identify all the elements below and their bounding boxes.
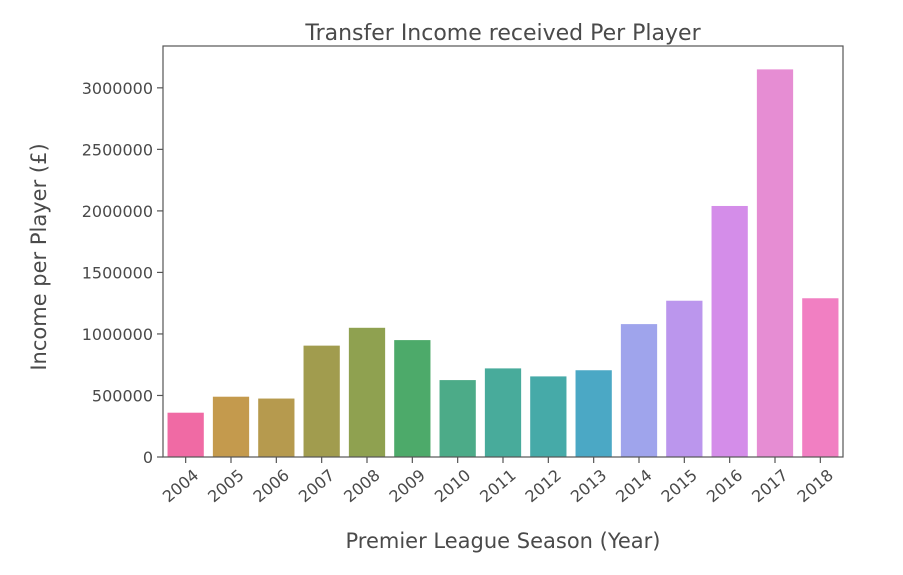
x-tick-label: 2007 xyxy=(295,466,338,507)
x-ticks-group: 2004 2005 2006 2007 2008 2009 2010 2011 2012 2013… xyxy=(159,457,837,506)
bar-2014 xyxy=(620,324,658,457)
bar-2017 xyxy=(756,69,794,457)
bar-2007 xyxy=(303,345,340,457)
y-tick-label: 2000000 xyxy=(82,202,153,221)
y-tick-label: 0 xyxy=(143,448,153,467)
x-axis-label: Premier League Season (Year) xyxy=(346,529,661,553)
x-tick-label: 2009 xyxy=(385,466,428,507)
x-tick-label: 2016 xyxy=(703,466,746,507)
x-tick-label: 2011 xyxy=(476,466,519,507)
x-tick-label: 2017 xyxy=(748,466,791,507)
chart-title: Transfer Income received Per Player xyxy=(304,21,701,46)
y-axis-label: Income per Player (£) xyxy=(27,143,51,370)
x-tick-label: 2013 xyxy=(567,466,610,507)
x-tick-label: 2008 xyxy=(340,466,383,507)
x-tick-label: 2015 xyxy=(657,466,700,507)
bar-2006 xyxy=(258,398,295,457)
bar-2004 xyxy=(167,412,204,457)
bar-2011 xyxy=(484,368,522,457)
bar-2012 xyxy=(530,376,567,457)
bar-2009 xyxy=(394,340,431,457)
x-tick-label: 2005 xyxy=(204,466,247,507)
bar-2008 xyxy=(348,327,386,457)
x-tick-label: 2012 xyxy=(521,466,564,507)
x-tick-label: 2004 xyxy=(159,466,202,507)
y-ticks-group: 0 500000 1000000 1500000 2000000 2500000 30000… xyxy=(82,79,163,467)
y-tick-label: 1000000 xyxy=(82,325,153,344)
x-tick-label: 2014 xyxy=(612,466,655,507)
x-tick-label: 2018 xyxy=(793,466,836,507)
bar-2015 xyxy=(666,300,703,457)
y-tick-label: 1500000 xyxy=(82,263,153,282)
y-tick-label: 500000 xyxy=(92,386,153,405)
bar-2010 xyxy=(439,380,476,457)
bar-2013 xyxy=(575,370,612,457)
bars-group xyxy=(167,69,839,457)
y-tick-label: 3000000 xyxy=(82,79,153,98)
bar-2016 xyxy=(711,205,748,457)
x-tick-label: 2006 xyxy=(249,466,292,507)
bar-2005 xyxy=(212,396,250,457)
y-tick-label: 2500000 xyxy=(82,140,153,159)
x-tick-label: 2010 xyxy=(431,466,474,507)
bar-2018 xyxy=(802,298,839,457)
plot-frame xyxy=(162,45,844,458)
